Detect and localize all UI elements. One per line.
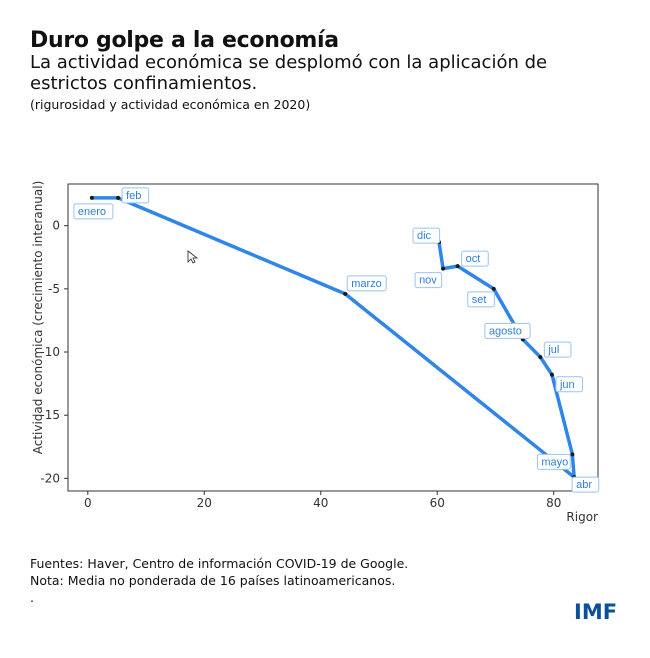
sources: Fuentes: Haver, Centro de información CO…	[30, 555, 408, 606]
point-label-box	[414, 272, 443, 289]
point-label: oct	[466, 253, 481, 265]
data-point	[549, 372, 554, 377]
y-tick-label: -15	[40, 408, 60, 422]
trailing-dot: .	[30, 590, 34, 605]
data-point	[491, 286, 496, 291]
note-line: Nota: Media no ponderada de 16 países la…	[30, 573, 396, 588]
point-label: feb	[126, 190, 141, 202]
point-label-box	[555, 376, 584, 393]
chart-note: (rigurosidad y actividad económica en 20…	[30, 97, 311, 112]
point-label-box	[461, 250, 489, 267]
point-label-box	[73, 203, 114, 220]
y-axis-label: Actividad económica (crecimiento interan…	[31, 181, 45, 455]
point-label-box	[536, 453, 571, 470]
x-tick-label: 80	[546, 496, 561, 510]
point-label-box	[412, 227, 441, 244]
series-line	[91, 196, 576, 479]
point-label-box	[121, 187, 150, 204]
x-tick-label: 20	[197, 496, 212, 510]
y-tick-label: 0	[52, 219, 60, 233]
y-tick-label: -20	[40, 471, 60, 485]
point-label: enero	[78, 206, 106, 218]
point-label: set	[472, 294, 487, 306]
point-label-box	[543, 341, 572, 358]
plot-frame	[67, 183, 599, 492]
data-point	[441, 266, 446, 271]
chart-subtitle: La actividad económica se desplomó con l…	[30, 52, 548, 94]
y-tick-label: -10	[40, 345, 60, 359]
cursor-icon	[187, 250, 199, 264]
data-point	[570, 452, 575, 457]
point-label-box	[346, 275, 387, 292]
point-label: dic	[417, 230, 432, 242]
data-point	[116, 195, 121, 200]
imf-logo: IMF	[574, 600, 618, 624]
point-label: jul	[547, 344, 559, 356]
data-point	[343, 291, 348, 296]
x-tick-label: 0	[84, 496, 92, 510]
source-line: Fuentes: Haver, Centro de información CO…	[30, 556, 409, 571]
point-label: abr	[576, 479, 592, 491]
point-label: marzo	[351, 278, 382, 290]
chart-title: Duro golpe a la economía	[30, 28, 339, 53]
x-axis-label: Rigor	[566, 510, 598, 524]
y-tick-label: -5	[48, 282, 60, 296]
point-label: nov	[419, 275, 437, 287]
point-label-box	[484, 322, 531, 339]
point-label-box	[467, 291, 495, 308]
point-label-box	[571, 476, 600, 493]
data-point	[455, 264, 460, 269]
point-label: jun	[559, 379, 575, 391]
point-label: agosto	[489, 325, 522, 337]
point-label: mayo	[541, 456, 568, 468]
x-tick-label: 40	[313, 496, 328, 510]
data-point	[538, 355, 543, 360]
x-tick-label: 60	[430, 496, 445, 510]
data-point	[89, 195, 94, 200]
